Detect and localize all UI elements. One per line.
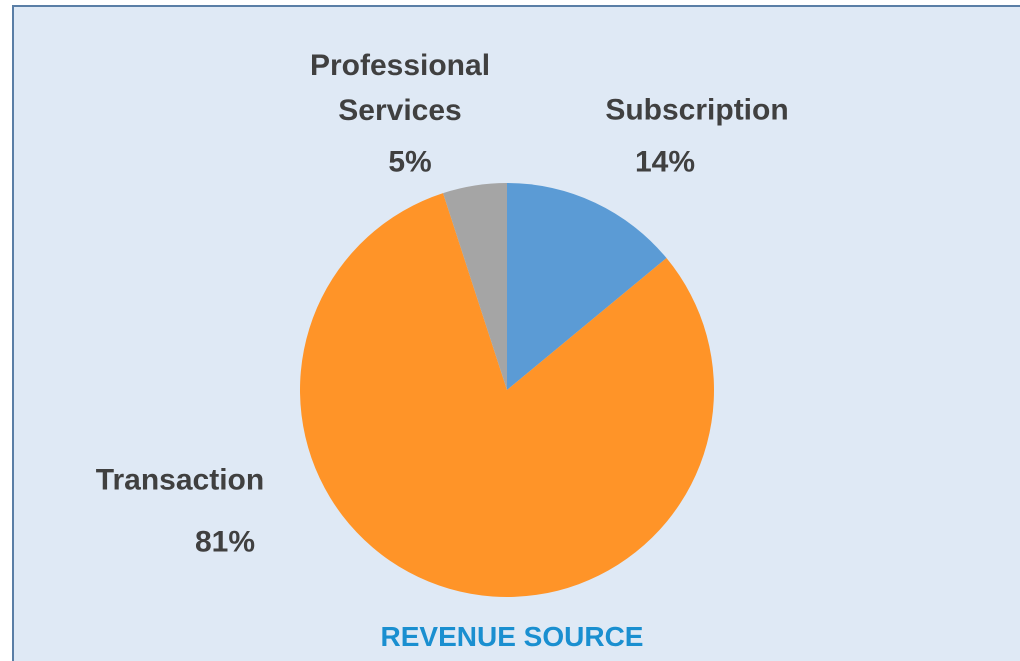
chart-title: REVENUE SOURCE: [380, 621, 644, 652]
pie-slice: [443, 183, 507, 390]
category-label: Transaction: [95, 463, 265, 497]
category-label: Professional Services: [309, 49, 491, 127]
value-label: 5%: [388, 145, 432, 179]
category-label: Subscription: [605, 93, 789, 127]
pie-slice: [300, 193, 715, 598]
pie-slice: [507, 183, 667, 390]
value-label: 81%: [194, 525, 256, 559]
value-label: 14%: [634, 145, 696, 179]
